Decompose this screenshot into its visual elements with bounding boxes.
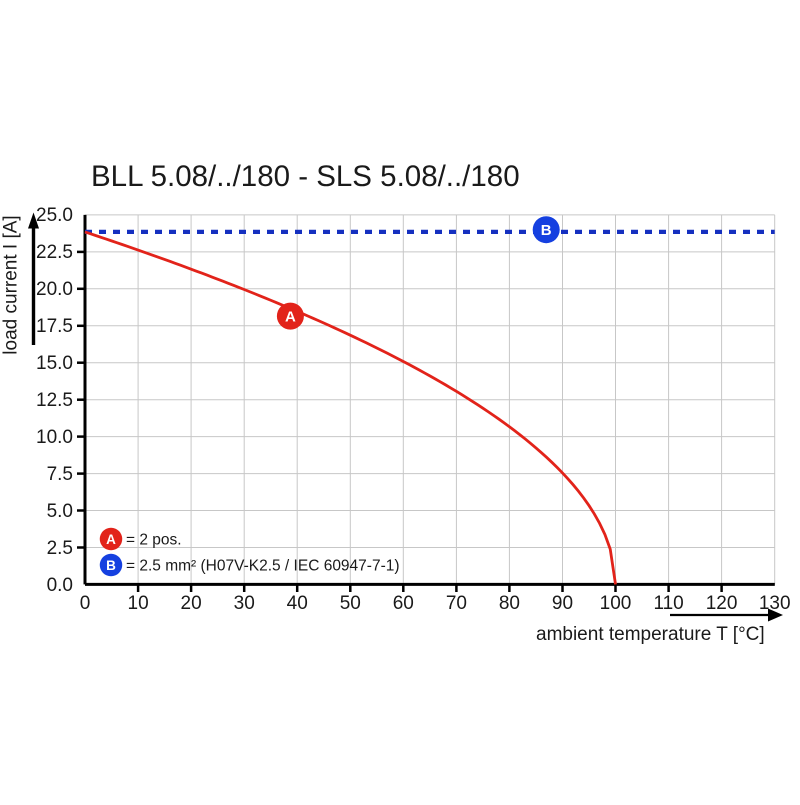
svg-text:A: A: [285, 309, 296, 326]
svg-text:40: 40: [287, 593, 308, 614]
svg-text:0.0: 0.0: [47, 575, 73, 596]
svg-text:70: 70: [446, 593, 467, 614]
svg-text:B: B: [106, 558, 116, 573]
svg-text:= 2 pos.: = 2 pos.: [126, 532, 182, 549]
svg-text:B: B: [541, 222, 552, 239]
svg-text:22.5: 22.5: [36, 242, 73, 263]
svg-text:30: 30: [234, 593, 255, 614]
svg-text:25.0: 25.0: [36, 205, 73, 226]
svg-text:A: A: [106, 532, 116, 547]
svg-text:0: 0: [80, 593, 91, 614]
svg-text:90: 90: [552, 593, 573, 614]
svg-text:2.5: 2.5: [47, 538, 73, 559]
svg-text:20.0: 20.0: [36, 279, 73, 300]
svg-text:7.5: 7.5: [47, 464, 73, 485]
svg-text:10: 10: [128, 593, 149, 614]
svg-text:100: 100: [600, 593, 632, 614]
svg-text:50: 50: [340, 593, 361, 614]
svg-text:load current I [A]: load current I [A]: [1, 215, 22, 354]
svg-text:ambient temperature T [°C]: ambient temperature T [°C]: [536, 624, 765, 645]
svg-text:15.0: 15.0: [36, 353, 73, 374]
svg-text:5.0: 5.0: [47, 501, 73, 522]
svg-text:17.5: 17.5: [36, 316, 73, 337]
svg-text:60: 60: [393, 593, 414, 614]
svg-text:BLL 5.08/../180 - SLS 5.08/../: BLL 5.08/../180 - SLS 5.08/../180: [91, 160, 520, 193]
svg-text:130: 130: [759, 593, 791, 614]
svg-text:80: 80: [499, 593, 520, 614]
svg-text:10.0: 10.0: [36, 427, 73, 448]
svg-text:12.5: 12.5: [36, 390, 73, 411]
svg-text:120: 120: [706, 593, 738, 614]
svg-text:110: 110: [653, 593, 683, 614]
svg-text:20: 20: [181, 593, 202, 614]
svg-text:= 2.5 mm² (H07V-K2.5 / IEC 609: = 2.5 mm² (H07V-K2.5 / IEC 60947-7-1): [126, 558, 400, 575]
